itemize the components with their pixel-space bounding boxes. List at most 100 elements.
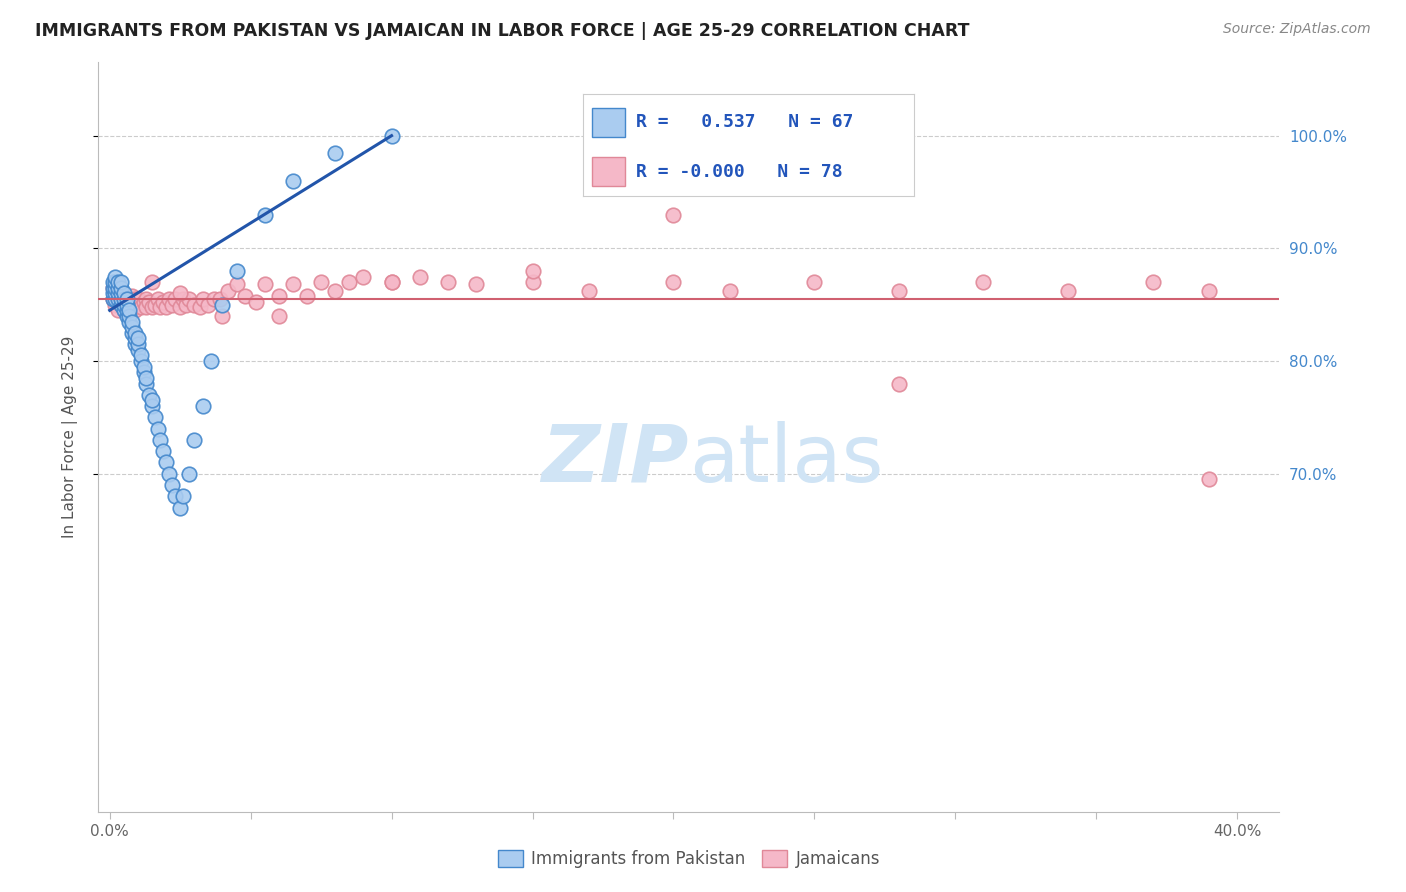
- Point: [132, 359, 155, 374]
- Point: [352, 269, 374, 284]
- Point: [177, 292, 200, 306]
- Point: [337, 275, 360, 289]
- Point: [124, 292, 146, 306]
- Point: [188, 300, 211, 314]
- Point: [169, 286, 191, 301]
- Point: [104, 269, 127, 284]
- Point: [141, 275, 163, 289]
- Point: [211, 309, 233, 323]
- Point: [132, 365, 155, 379]
- Point: [135, 376, 157, 391]
- Text: R = -0.000   N = 78: R = -0.000 N = 78: [637, 162, 844, 180]
- Point: [152, 444, 174, 458]
- Point: [972, 275, 994, 289]
- Point: [183, 433, 205, 447]
- Point: [118, 303, 141, 318]
- Point: [127, 337, 149, 351]
- Point: [121, 315, 143, 329]
- Text: R =   0.537   N = 67: R = 0.537 N = 67: [637, 113, 853, 131]
- Point: [101, 281, 124, 295]
- Point: [112, 298, 135, 312]
- Point: [160, 478, 183, 492]
- Text: atlas: atlas: [689, 420, 883, 499]
- Point: [124, 326, 146, 340]
- Point: [172, 489, 194, 503]
- Point: [887, 376, 910, 391]
- Point: [127, 298, 149, 312]
- Point: [281, 277, 304, 292]
- Point: [662, 208, 685, 222]
- Point: [101, 292, 124, 306]
- Point: [169, 300, 191, 314]
- Point: [409, 269, 432, 284]
- Point: [211, 298, 233, 312]
- Point: [202, 292, 225, 306]
- Point: [101, 275, 124, 289]
- Point: [118, 295, 141, 310]
- Point: [135, 292, 157, 306]
- Point: [129, 348, 152, 362]
- Point: [138, 295, 160, 310]
- Text: Source: ZipAtlas.com: Source: ZipAtlas.com: [1223, 22, 1371, 37]
- Point: [380, 128, 402, 143]
- Point: [1142, 275, 1164, 289]
- Point: [718, 284, 741, 298]
- Point: [132, 295, 155, 310]
- Point: [233, 288, 256, 302]
- Point: [104, 275, 127, 289]
- Point: [157, 467, 180, 481]
- Point: [110, 275, 132, 289]
- Point: [169, 500, 191, 515]
- Point: [107, 275, 129, 289]
- Point: [177, 467, 200, 481]
- Point: [281, 174, 304, 188]
- Point: [253, 277, 276, 292]
- Legend: Immigrants from Pakistan, Jamaicans: Immigrants from Pakistan, Jamaicans: [491, 843, 887, 874]
- Point: [112, 286, 135, 301]
- Point: [107, 286, 129, 301]
- Point: [112, 303, 135, 318]
- Point: [146, 422, 169, 436]
- Point: [110, 286, 132, 301]
- Point: [157, 292, 180, 306]
- Point: [200, 354, 222, 368]
- Point: [522, 264, 544, 278]
- Point: [104, 292, 127, 306]
- Point: [141, 399, 163, 413]
- Point: [183, 298, 205, 312]
- Point: [118, 315, 141, 329]
- Point: [135, 371, 157, 385]
- Point: [143, 410, 166, 425]
- Point: [578, 284, 600, 298]
- Point: [110, 281, 132, 295]
- Point: [172, 292, 194, 306]
- Point: [118, 309, 141, 323]
- Point: [163, 292, 186, 306]
- Point: [112, 303, 135, 318]
- Point: [115, 309, 138, 323]
- Point: [267, 309, 290, 323]
- Point: [121, 288, 143, 302]
- Point: [309, 275, 332, 289]
- Point: [107, 303, 129, 318]
- Point: [110, 298, 132, 312]
- Point: [380, 275, 402, 289]
- Point: [107, 281, 129, 295]
- Point: [101, 281, 124, 295]
- Point: [267, 288, 290, 302]
- Point: [143, 298, 166, 312]
- Point: [127, 292, 149, 306]
- Point: [323, 145, 346, 160]
- Point: [146, 292, 169, 306]
- Text: IMMIGRANTS FROM PAKISTAN VS JAMAICAN IN LABOR FORCE | AGE 25-29 CORRELATION CHAR: IMMIGRANTS FROM PAKISTAN VS JAMAICAN IN …: [35, 22, 970, 40]
- Point: [115, 292, 138, 306]
- Point: [803, 275, 825, 289]
- Point: [124, 303, 146, 318]
- Point: [107, 292, 129, 306]
- Point: [1198, 284, 1220, 298]
- Point: [160, 298, 183, 312]
- Point: [208, 292, 231, 306]
- Point: [121, 320, 143, 334]
- Point: [149, 300, 172, 314]
- Point: [112, 292, 135, 306]
